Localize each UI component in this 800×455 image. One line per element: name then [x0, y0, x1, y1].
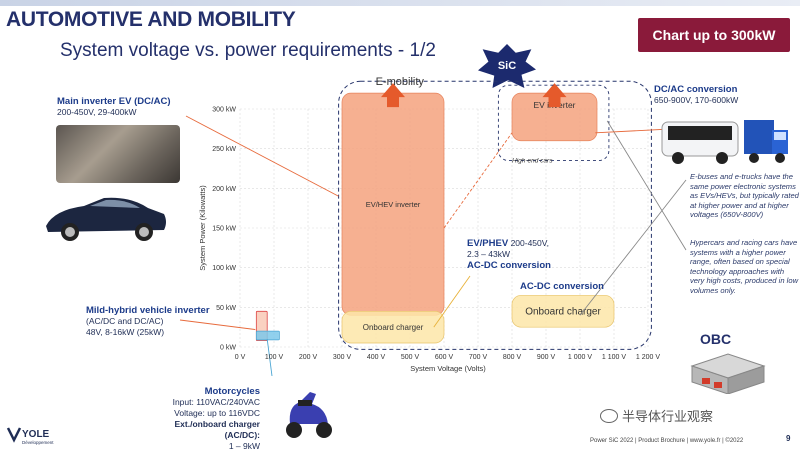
- obc-label: OBC: [700, 331, 732, 347]
- obc-photo: [690, 353, 766, 394]
- page-number: 9: [786, 434, 791, 443]
- top-band: [0, 0, 800, 6]
- wechat-icon: [600, 408, 618, 423]
- y-tick-label: 150 kW: [212, 226, 236, 233]
- dcac-title: DC/AC conversion: [654, 84, 738, 95]
- y-tick-label: 200 kW: [212, 186, 236, 193]
- main-inverter-range: 200-450V, 29-400kW: [57, 107, 137, 117]
- x-tick-label: 1 100 V: [602, 354, 626, 361]
- x-tick-label: 100 V: [265, 354, 284, 361]
- yole-logo: YOLE Développement: [6, 427, 54, 445]
- motorcycles-annotation: Motorcycles Input: 110VAC/240VAC Voltage…: [140, 386, 260, 452]
- x-tick-label: 0 V: [235, 354, 246, 361]
- motorcycles-line4: 1 – 9kW: [228, 441, 260, 451]
- dcac-range: 650-900V, 170-600kW: [654, 95, 739, 105]
- x-tick-label: 300 V: [333, 354, 352, 361]
- x-tick-label: 700 V: [469, 354, 488, 361]
- ev-phev-power: 2.3 – 43kW: [467, 249, 510, 259]
- pointer-arrow: [179, 319, 256, 330]
- region-label: EV/HEV inverter: [366, 200, 421, 209]
- up-arrow-icon: [542, 83, 567, 108]
- y-tick-label: 0 kW: [220, 345, 236, 352]
- inverter-photo: [56, 125, 180, 183]
- page-title: AUTOMOTIVE AND MOBILITY: [6, 8, 296, 31]
- watermark: 半导体行业观察: [600, 406, 713, 425]
- pointer-arrow: [433, 275, 471, 328]
- motorcycles-title: Motorcycles: [204, 386, 260, 397]
- y-tick-labels: 0 kW 50 kW 100 kW 150 kW 200 kW 250 kW 300 kW: [212, 107, 236, 352]
- x-tick-label: 1 000 V: [568, 354, 592, 361]
- page-subtitle: System voltage vs. power requirements - …: [60, 40, 436, 61]
- footer-text: Power SiC 2022 | Product Brochure | www.…: [590, 438, 744, 444]
- logo-text: YOLE: [22, 429, 50, 440]
- mild-hybrid-line1: (AC/DC and DC/AC): [86, 316, 164, 326]
- x-tick-label: 800 V: [503, 354, 522, 361]
- motorcycles-line1: Input: 110VAC/240VAC: [172, 397, 260, 407]
- motorcycle-photo: [286, 392, 332, 438]
- motorcycles-line3: Ext./onboard charger (AC/DC):: [174, 419, 261, 440]
- ev-phev-range: 200-450V,: [510, 238, 550, 248]
- up-arrow-icon: [381, 83, 405, 108]
- e-mobility-label: E-mobility: [376, 76, 425, 88]
- e-mobility-boundary: [338, 80, 652, 350]
- pointer-arrow: [443, 132, 513, 229]
- y-axis-label: System Power (Kilowatts): [198, 185, 207, 271]
- x-tick-label: 600 V: [435, 354, 454, 361]
- mild-hybrid-annotation: Mild-hybrid vehicle inverter (AC/DC and …: [86, 305, 210, 338]
- y-tick-label: 250 kW: [212, 146, 236, 153]
- motorcycles-line2: Voltage: up to 116VDC: [174, 408, 260, 418]
- main-inverter-annotation: Main inverter EV (DC/AC) 200-450V, 29-40…: [57, 96, 171, 118]
- x-axis-label: System Voltage (Volts): [410, 364, 486, 373]
- dcac-annotation: DC/AC conversion 650-900V, 170-600kW: [654, 84, 738, 106]
- x-tick-label: 1 200 V: [636, 354, 660, 361]
- mild-hybrid-title: Mild-hybrid vehicle inverter: [86, 305, 210, 316]
- acdc-title: AC-DC conversion: [520, 281, 604, 292]
- bus-truck-photo: [661, 120, 788, 164]
- logo-subtext: Développement: [22, 440, 54, 445]
- region-label: Onboard charger: [525, 306, 601, 317]
- y-tick-label: 300 kW: [212, 107, 236, 114]
- region-3: [511, 295, 615, 328]
- pointer-arrow: [579, 179, 687, 316]
- chart-range-badge[interactable]: Chart up to 300kW: [638, 18, 790, 52]
- hypercar-note: Hypercars and racing cars have systems w…: [690, 238, 799, 295]
- x-tick-labels: 0 V 100 V 200 V 300 V 400 V 500 V 600 V 700 V 80…: [235, 354, 661, 361]
- ebus-note: E-buses and e-trucks have the same power…: [690, 172, 799, 220]
- x-tick-label: 900 V: [537, 354, 556, 361]
- region-5: [255, 330, 280, 341]
- x-tick-label: 200 V: [299, 354, 318, 361]
- y-tick-label: 50 kW: [216, 305, 236, 312]
- ev-phev-annotation: EV/PHEV 200-450V, 2.3 – 43kW AC-DC conve…: [467, 238, 551, 271]
- y-tick-label: 100 kW: [212, 265, 236, 272]
- high-end-label: High-end cars: [512, 158, 553, 165]
- chart-overlays: E-mobility High-end cars: [179, 76, 691, 377]
- mild-hybrid-line2: 48V, 8-16kW (25kW): [86, 327, 165, 337]
- region-label: Onboard charger: [363, 323, 424, 332]
- pointer-arrow: [266, 339, 273, 377]
- main-inverter-title: Main inverter EV (DC/AC): [57, 96, 171, 107]
- x-tick-label: 400 V: [367, 354, 386, 361]
- region-2: [341, 310, 445, 344]
- ev-phev-title: EV/PHEV: [467, 238, 509, 249]
- pointer-arrow: [185, 115, 339, 197]
- pointer-arrow: [606, 120, 687, 251]
- car-photo: [46, 197, 166, 241]
- acdc-annotation: AC-DC conversion: [520, 281, 604, 292]
- x-tick-label: 500 V: [401, 354, 420, 361]
- watermark-text: 半导体行业观察: [622, 409, 714, 424]
- ev-phev-conversion: AC-DC conversion: [467, 260, 551, 271]
